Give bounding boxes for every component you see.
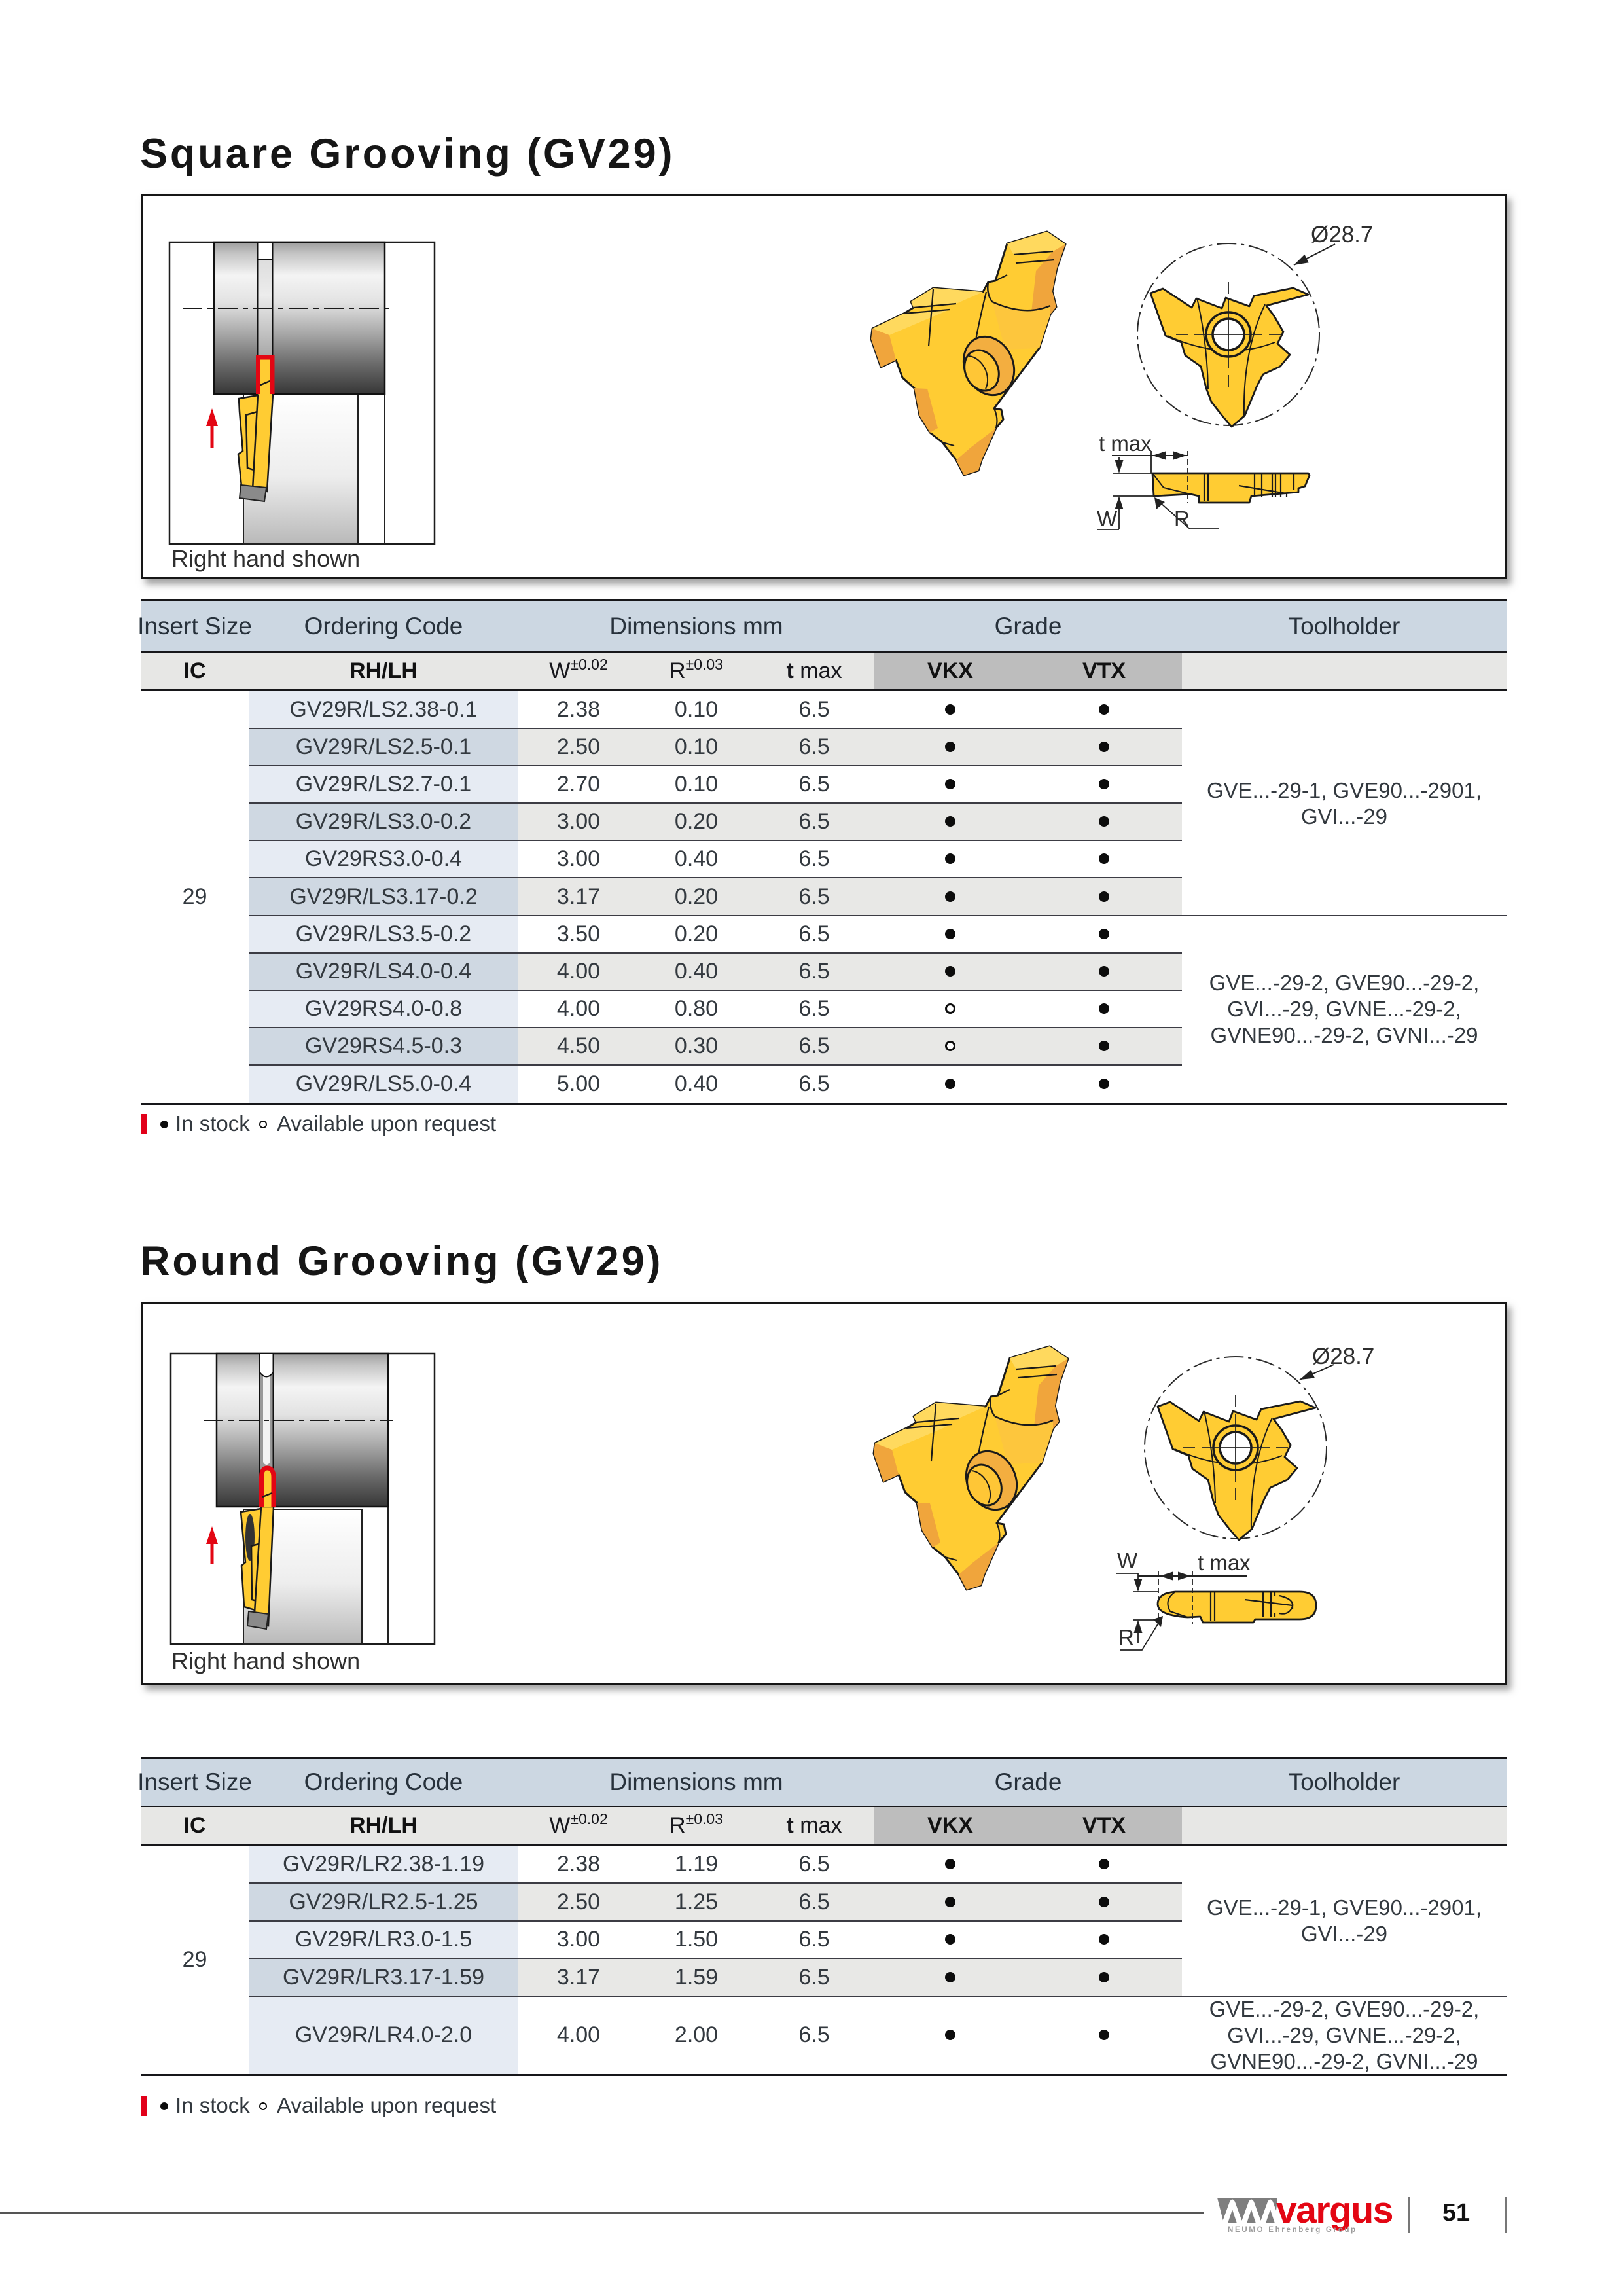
svg-text:R: R bbox=[1118, 1625, 1134, 1649]
svg-text:Ø28.7: Ø28.7 bbox=[1311, 222, 1373, 247]
svg-text:W: W bbox=[1117, 1549, 1138, 1573]
svg-text:W: W bbox=[1097, 507, 1118, 531]
svg-text:Right hand shown: Right hand shown bbox=[171, 1647, 360, 1674]
svg-text:NEUMO Ehrenberg Group: NEUMO Ehrenberg Group bbox=[1228, 2226, 1357, 2234]
svg-text:Ø28.7: Ø28.7 bbox=[1312, 1344, 1374, 1369]
svg-text:vargus: vargus bbox=[1276, 2193, 1393, 2231]
svg-text:t max: t max bbox=[1099, 431, 1152, 456]
svg-text:Right hand shown: Right hand shown bbox=[171, 545, 360, 572]
svg-text:t max: t max bbox=[1198, 1551, 1251, 1575]
svg-text:R: R bbox=[1174, 507, 1190, 531]
